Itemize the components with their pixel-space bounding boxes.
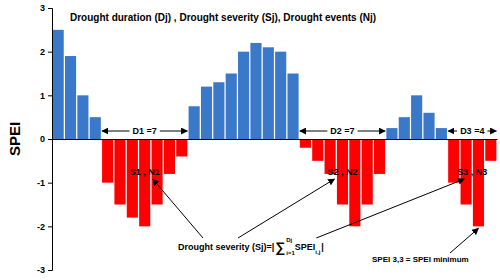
y-tick: 0 xyxy=(40,134,52,144)
bar xyxy=(423,113,434,139)
bar xyxy=(300,139,311,148)
y-tick-mark xyxy=(48,139,52,140)
bar xyxy=(411,95,422,139)
annotation: Drought severity (Sj)=| xyxy=(178,242,274,252)
bar xyxy=(226,74,237,140)
bar xyxy=(102,139,113,183)
annotation: SPEI 3,3 = SPEI minimum xyxy=(372,255,469,264)
annotation: SPEI xyxy=(295,242,316,252)
bar xyxy=(139,139,150,226)
annotation: D2 =7 xyxy=(330,126,354,136)
y-tick-mark xyxy=(48,183,52,184)
y-tick-mark xyxy=(48,226,52,227)
bar xyxy=(164,139,175,174)
y-tick-label: 1 xyxy=(40,91,45,101)
y-tick: 1 xyxy=(40,91,52,101)
annotation: Dj xyxy=(286,237,292,243)
bar xyxy=(473,139,484,226)
y-tick-label: 3 xyxy=(40,3,45,13)
duration-arrow xyxy=(487,131,496,132)
bar xyxy=(90,117,101,139)
bar xyxy=(362,139,373,205)
x-axis-line xyxy=(53,139,498,140)
y-tick-label: 0 xyxy=(40,134,45,144)
annotation: D3 =4 xyxy=(460,126,484,136)
y-tick-label: -3 xyxy=(37,265,45,275)
bar xyxy=(189,106,200,139)
annotation: i,j xyxy=(315,249,320,255)
y-tick-label: 2 xyxy=(40,47,45,57)
bar xyxy=(287,74,298,140)
y-axis: -3 -2 -1 0 1 2 3 xyxy=(37,3,53,275)
x-axis xyxy=(53,139,498,140)
bars xyxy=(53,30,497,227)
y-tick-mark xyxy=(48,52,52,53)
chart-container: -3 -2 -1 0 1 2 3 Drought duration (Dj) , Drough… xyxy=(0,0,500,280)
y-tick: 2 xyxy=(40,47,52,57)
bar xyxy=(127,139,138,218)
y-tick-label: -1 xyxy=(37,178,45,188)
annotation-arrow xyxy=(450,228,478,253)
y-tick-mark xyxy=(48,270,52,271)
duration-arrow xyxy=(448,131,457,132)
annotations: D1 =7 S1 , N1 D2 =7 S2 , N2 D3 =4 S3 , N3 Drou… xyxy=(102,126,496,264)
bar xyxy=(201,87,212,139)
bar xyxy=(349,139,360,226)
bar xyxy=(250,43,261,139)
bar xyxy=(238,52,249,139)
bar xyxy=(399,117,410,139)
annotation-arrow xyxy=(153,179,203,238)
title: Drought duration (Dj) , Drought severity… xyxy=(70,12,376,23)
annotation: D1 =7 xyxy=(133,126,157,136)
bar xyxy=(485,139,496,161)
bar xyxy=(275,52,286,139)
y-tick: -1 xyxy=(37,178,52,188)
y-tick: -2 xyxy=(37,222,52,232)
bar xyxy=(213,82,224,139)
y-tick-label: -2 xyxy=(37,222,45,232)
duration-arrow xyxy=(358,131,386,132)
annotation: S1 , N1 xyxy=(130,167,160,177)
bar xyxy=(312,139,323,161)
annotation: S2 , N2 xyxy=(327,167,357,177)
chart-svg: -3 -2 -1 0 1 2 3 Drought duration (Dj) , Drough… xyxy=(0,0,500,280)
annotation-arrow xyxy=(316,179,464,238)
duration-arrow xyxy=(160,131,188,132)
y-tick-mark xyxy=(48,95,52,96)
duration-arrow xyxy=(102,131,130,132)
bar xyxy=(53,30,64,139)
annotation: ∑ xyxy=(275,239,285,256)
bar xyxy=(77,95,88,139)
bar xyxy=(374,139,385,174)
duration-arrow xyxy=(300,131,328,132)
annotation: S3 , N3 xyxy=(457,167,487,177)
bar xyxy=(114,139,125,205)
bar xyxy=(65,56,76,139)
bar xyxy=(263,47,274,139)
y-tick-mark xyxy=(48,8,52,9)
annotation: | xyxy=(321,242,324,252)
y-axis-title: SPEI xyxy=(6,122,23,156)
y-tick: 3 xyxy=(40,3,52,13)
y-axis-line xyxy=(48,9,53,271)
bar xyxy=(386,128,397,139)
y-tick: -3 xyxy=(37,265,52,275)
bar xyxy=(436,128,447,139)
annotation-arrow xyxy=(238,179,334,238)
bar xyxy=(176,139,187,156)
